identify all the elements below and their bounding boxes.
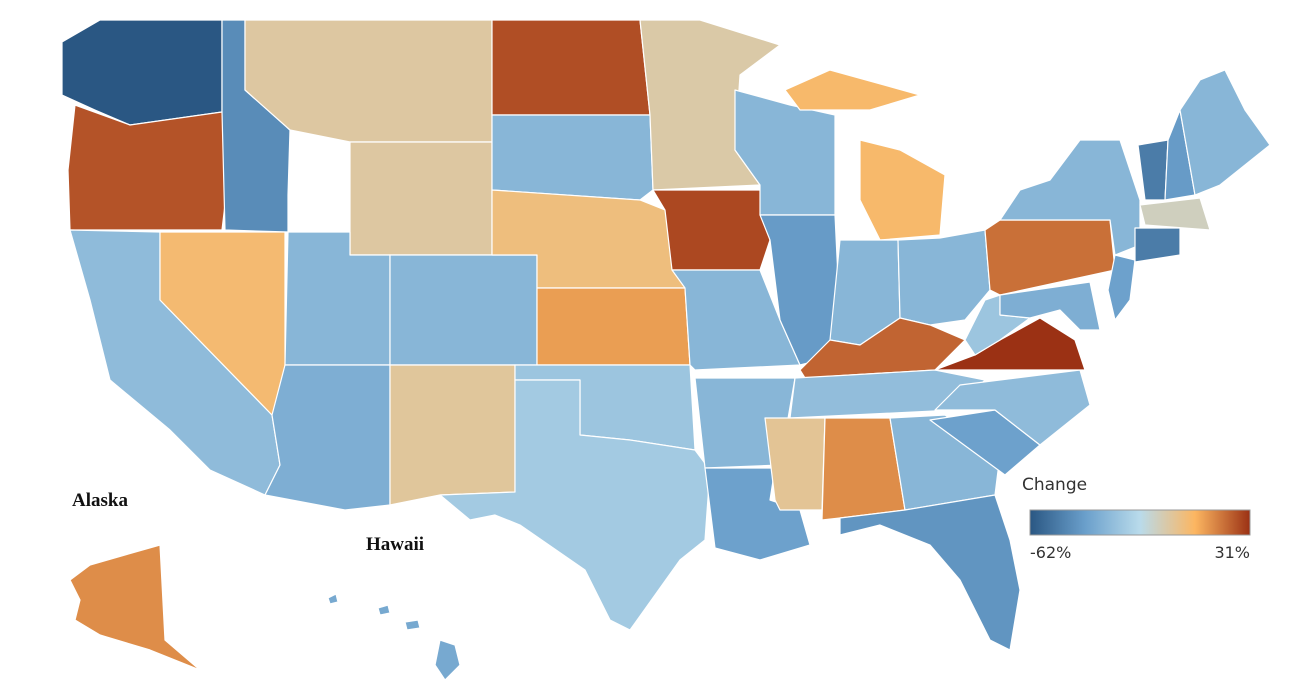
hawaii-label: Hawaii: [366, 534, 424, 555]
state: [897, 229, 991, 326]
state-shape: [1107, 254, 1136, 321]
state-shape: [839, 494, 1021, 651]
state: [389, 254, 538, 366]
state-shape: [934, 369, 1091, 446]
state: [984, 219, 1116, 296]
state-shape: [652, 189, 771, 271]
legend-title: Change: [1022, 475, 1087, 495]
state: [999, 139, 1141, 256]
state-shape: [349, 141, 493, 256]
state-shape: [389, 254, 538, 366]
state: [491, 19, 651, 116]
state-shape: [491, 19, 651, 116]
state-shape: [434, 639, 461, 681]
state-shape: [859, 139, 946, 241]
state-shape: [69, 544, 201, 671]
state-shape: [377, 604, 391, 616]
state: [839, 494, 1021, 651]
state-shape: [67, 104, 236, 231]
state-shape: [784, 69, 921, 111]
state-shape: [764, 417, 826, 511]
state: [69, 544, 201, 671]
state: [934, 369, 1091, 446]
state-shape: [264, 364, 391, 511]
state-shape: [404, 619, 421, 631]
state-shape: [1134, 227, 1181, 263]
state: [1139, 197, 1211, 231]
state: [1179, 69, 1271, 196]
state: [244, 19, 493, 143]
state-shape: [536, 287, 691, 366]
state: [999, 281, 1101, 331]
state: [536, 287, 691, 366]
state: [439, 379, 711, 631]
state: [1137, 139, 1169, 201]
state-shape: [327, 593, 339, 605]
state: [652, 189, 771, 271]
state: [389, 364, 516, 506]
state-shape: [999, 139, 1141, 256]
state-shape: [984, 219, 1116, 296]
state-shape: [1179, 69, 1271, 196]
state: [327, 593, 461, 681]
state: [264, 364, 391, 511]
state: [491, 114, 654, 201]
state: [764, 417, 826, 511]
legend: Change -62% 31%: [1022, 475, 1251, 562]
state-shape: [999, 281, 1101, 331]
state-shape: [897, 229, 991, 326]
alaska-label: Alaska: [72, 490, 128, 511]
legend-gradient: [1029, 509, 1251, 536]
state-shape: [389, 364, 516, 506]
state: [1107, 254, 1136, 321]
state-shape: [439, 379, 711, 631]
legend-max-label: 31%: [1214, 543, 1250, 562]
state: [1134, 227, 1181, 263]
state-shape: [491, 114, 654, 201]
state: [671, 269, 801, 371]
state: [67, 104, 236, 231]
state-shape: [671, 269, 801, 371]
state: [784, 69, 946, 241]
states: [61, 19, 1271, 681]
state-shape: [244, 19, 493, 143]
state: [349, 141, 493, 256]
legend-min-label: -62%: [1030, 543, 1071, 562]
state-shape: [1137, 139, 1169, 201]
state-shape: [1139, 197, 1211, 231]
